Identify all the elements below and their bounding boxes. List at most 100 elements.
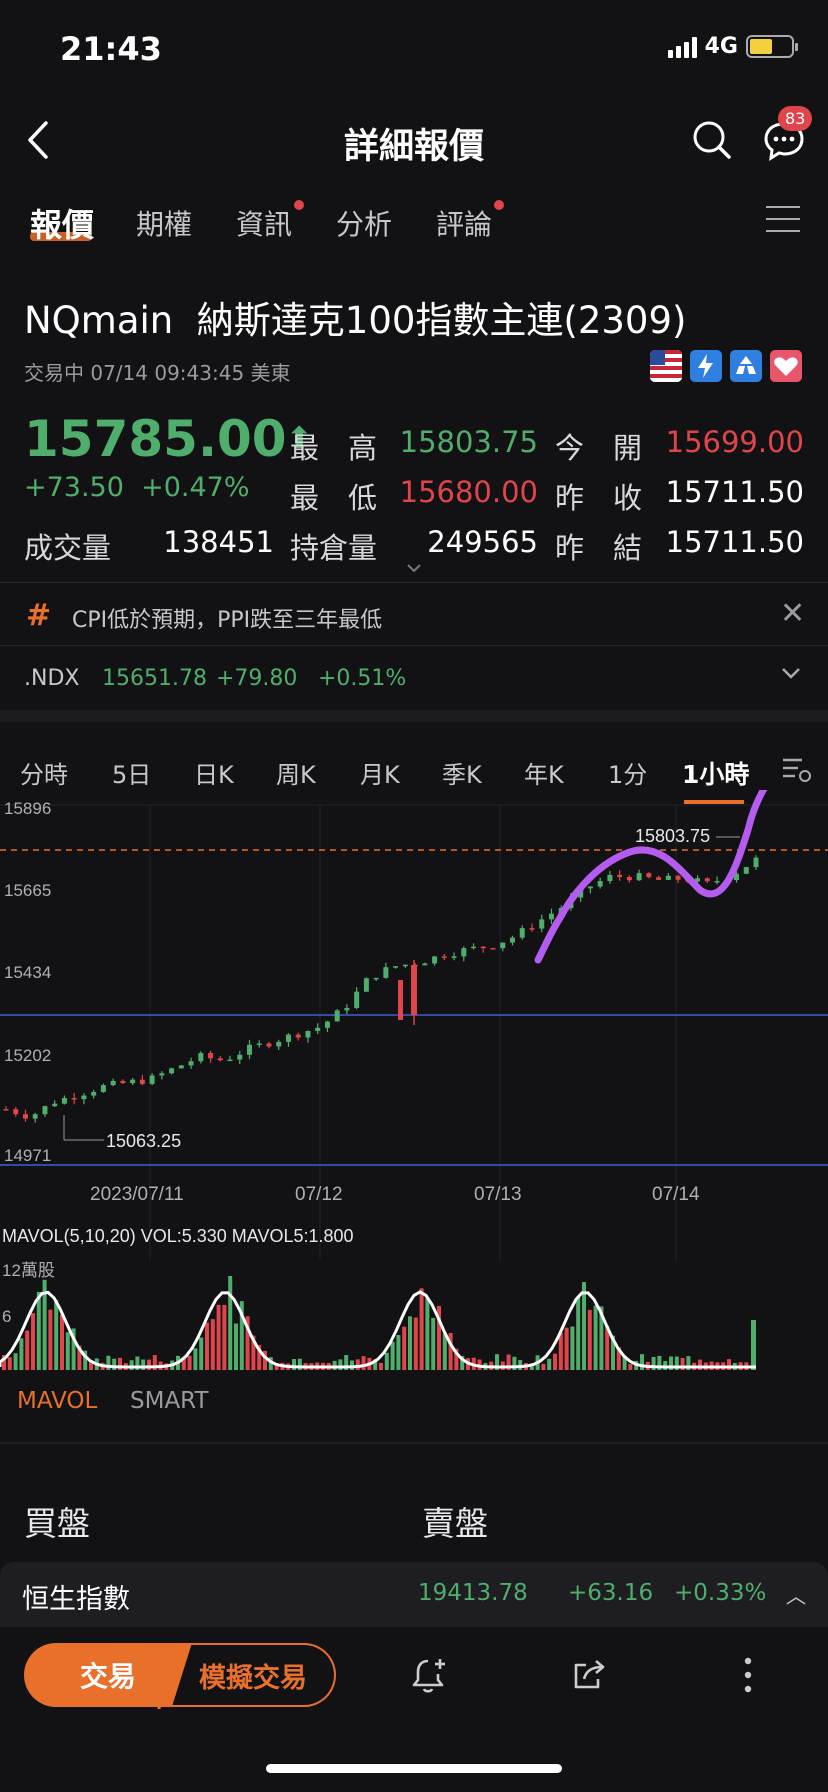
price-change: +73.50 +0.47%	[24, 472, 250, 503]
x-tick-label: 07/14	[652, 1184, 700, 1205]
back-button[interactable]	[20, 115, 60, 165]
y-tick-label: 15665	[4, 881, 51, 900]
hsi-price: 19413.78	[418, 1580, 528, 1606]
volume-bar	[77, 1345, 82, 1370]
indicator-tab-mavol[interactable]: MAVOL	[17, 1388, 98, 1414]
volume-bar	[187, 1355, 192, 1370]
candle-body	[139, 1079, 145, 1084]
battery-icon	[746, 35, 798, 58]
candle-body	[3, 1109, 9, 1111]
y-tick-label: 15202	[4, 1046, 51, 1065]
tab-quote[interactable]: 報價	[30, 206, 95, 244]
trade-button[interactable]: 交易	[24, 1643, 192, 1707]
tab-comments[interactable]: 評論	[436, 208, 493, 241]
volume-bar	[599, 1306, 604, 1370]
volume-bar	[13, 1353, 18, 1370]
menu-button[interactable]	[766, 206, 800, 236]
open-value: 15699.00	[665, 425, 804, 459]
candlesticks	[3, 855, 759, 1123]
chart-tab-1min[interactable]: 1分	[608, 761, 648, 789]
expand-chevron-icon[interactable]	[404, 560, 424, 574]
us-flag-icon[interactable]	[650, 350, 682, 382]
chart-tab-5day[interactable]: 5日	[112, 761, 152, 789]
volume-bar	[297, 1358, 302, 1370]
high-marker-label: 15803.75	[635, 826, 710, 846]
candle-body	[71, 1097, 77, 1100]
index-ticker-row[interactable]	[0, 1562, 828, 1626]
prev-settle-value: 15711.50	[665, 525, 804, 559]
x-tick-label: 07/12	[295, 1184, 343, 1205]
volume-bar	[384, 1352, 389, 1370]
candle-body	[52, 1103, 58, 1107]
indicator-tab-smart[interactable]: SMART	[130, 1388, 209, 1414]
chevron-down-icon[interactable]	[780, 662, 802, 684]
page-title: 詳細報價	[343, 127, 484, 167]
volume-bar	[71, 1328, 76, 1370]
close-icon[interactable]: ✕	[780, 596, 806, 631]
candle-body	[285, 1034, 291, 1042]
volume-y-mid: 6	[2, 1307, 11, 1326]
news-headline[interactable]: CPI低於預期，PPI跌至三年最低	[72, 608, 383, 633]
chart-settings-icon[interactable]	[780, 752, 814, 786]
share-icon	[574, 1660, 605, 1689]
high-value: 15803.75	[399, 425, 538, 459]
price-value: 15785.00	[24, 410, 287, 468]
candle-body	[519, 928, 525, 938]
chart-tab-yearly[interactable]: 年K	[524, 761, 564, 789]
volume-bar	[657, 1355, 662, 1370]
candle-body	[695, 878, 701, 882]
tab-news[interactable]: 資訊	[236, 208, 293, 241]
chart-axis-labels: 15896 15665 15434 15202 14971 2023/07/11 07/12…	[2, 799, 740, 1326]
gold-bars-icon[interactable]	[730, 350, 762, 382]
trade-status: 交易中 07/14 09:43:45 美東	[24, 361, 291, 385]
chevron-left-icon	[28, 121, 48, 159]
volume-bar	[42, 1279, 47, 1370]
candle-body	[636, 873, 642, 881]
volume-bar	[112, 1358, 117, 1370]
message-button[interactable]	[760, 118, 808, 162]
volume-bar	[727, 1359, 731, 1370]
search-icon	[693, 121, 731, 159]
ndx-name[interactable]: .NDX	[24, 666, 80, 691]
candle-body	[587, 886, 593, 889]
volume-bar	[413, 1317, 418, 1370]
more-button[interactable]	[726, 1653, 770, 1697]
candle-body	[178, 1065, 184, 1069]
candle-body	[32, 1114, 38, 1119]
network-label: 4G	[704, 34, 738, 59]
candle-body	[548, 913, 554, 920]
chevron-up-icon[interactable]: ︿	[786, 1584, 806, 1608]
candle-body	[734, 873, 740, 881]
chart-tab-quarterly[interactable]: 季K	[442, 761, 482, 789]
chart-tab-monthly[interactable]: 月K	[360, 761, 400, 789]
volume-bar	[355, 1359, 360, 1370]
candle-body	[130, 1079, 136, 1084]
tab-analysis[interactable]: 分析	[336, 208, 393, 241]
candle-body	[626, 876, 632, 881]
candle-body	[500, 942, 506, 949]
candle-body	[198, 1053, 204, 1062]
x-tick-label: 2023/07/11	[90, 1184, 184, 1205]
candle-body	[42, 1106, 48, 1115]
tab-options[interactable]: 期權	[136, 208, 193, 241]
volume-bar	[54, 1299, 59, 1370]
signal-icon	[667, 36, 697, 58]
paper-trade-button[interactable]: 模擬交易	[172, 1643, 336, 1707]
price-alert-button[interactable]	[408, 1653, 452, 1697]
mavol-line	[0, 1290, 756, 1369]
chart-tab-weekly[interactable]: 周K	[276, 761, 316, 789]
share-button[interactable]	[568, 1653, 612, 1697]
volume-bar	[141, 1359, 146, 1370]
candle-body	[61, 1097, 67, 1104]
chart-tab-daily[interactable]: 日K	[194, 761, 234, 789]
lightning-icon[interactable]	[690, 350, 722, 382]
volume-bar	[680, 1358, 685, 1370]
volume-bar	[582, 1282, 586, 1370]
chart-tab-intraday[interactable]: 分時	[20, 761, 68, 789]
chart-tab-1hour[interactable]: 1小時	[682, 760, 750, 789]
candle-body	[22, 1114, 28, 1119]
search-button[interactable]	[690, 118, 734, 162]
price-chart[interactable]: 15896 15665 15434 15202 14971 2023/07/11 07/12…	[0, 790, 828, 1380]
chart-tab-underline	[684, 800, 744, 804]
favorite-heart-icon[interactable]	[770, 350, 802, 382]
